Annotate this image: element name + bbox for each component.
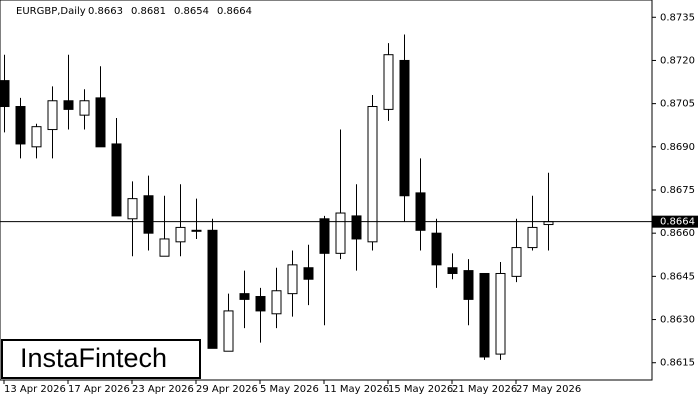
header-value: 0.8663 [88, 6, 123, 17]
candle-body [399, 59, 410, 197]
candle-body [511, 247, 522, 277]
last-price-label: 0.8664 [660, 217, 695, 228]
header-value: 0.8654 [174, 6, 209, 17]
candle-body [95, 97, 106, 148]
candle-body [207, 229, 218, 349]
candle-body [191, 229, 202, 232]
x-tick-label: 13 Apr 2026 [4, 384, 66, 395]
candle-body [431, 232, 442, 266]
candle-body [0, 80, 10, 108]
candle-body [463, 270, 474, 300]
candle-body [159, 238, 170, 257]
candle-body [383, 54, 394, 110]
x-tick-label: 23 Apr 2026 [132, 384, 194, 395]
y-tick-label: 0.8705 [660, 99, 695, 110]
candle-body [447, 267, 458, 274]
candle-body [47, 100, 58, 131]
candle-body [15, 106, 26, 145]
candle-body [79, 100, 90, 116]
candle-body [223, 310, 234, 352]
header-value: 0.8664 [217, 6, 252, 17]
plot-frame [0, 0, 653, 381]
y-tick-label: 0.8660 [660, 228, 695, 239]
y-tick-label: 0.8720 [660, 55, 695, 66]
candle-body [127, 198, 138, 220]
x-tick-label: 21 May 2026 [452, 384, 517, 395]
candle-body [527, 226, 538, 249]
header-value: 0.8681 [131, 6, 166, 17]
y-tick-label: 0.8615 [660, 358, 695, 369]
candle-body [319, 218, 330, 254]
watermark-box [1, 339, 201, 379]
x-tick-label: 29 Apr 2026 [196, 384, 258, 395]
candle-body [495, 272, 506, 355]
x-tick-label: 15 May 2026 [388, 384, 453, 395]
x-tick-label: 27 May 2026 [516, 384, 581, 395]
x-tick-label: 17 Apr 2026 [68, 384, 130, 395]
candle-body [415, 192, 426, 231]
candle-body [63, 100, 74, 110]
candle-body [351, 215, 362, 240]
candle-body [271, 290, 282, 315]
candle-body [335, 212, 346, 254]
candle-body [31, 126, 42, 148]
candle-body [287, 264, 298, 295]
y-tick-label: 0.8735 [660, 12, 695, 23]
last-price-box [652, 215, 698, 228]
y-tick-label: 0.8645 [660, 271, 695, 282]
candle-body [367, 106, 378, 243]
candle-body [143, 195, 154, 234]
candle-body [255, 296, 266, 312]
y-tick-label: 0.8675 [660, 185, 695, 196]
candle-body [479, 272, 490, 358]
candle-body [303, 267, 314, 280]
candle-body [175, 226, 186, 243]
chart-title: EURGBP,Daily [16, 6, 86, 17]
watermark: InstaFintech [20, 343, 167, 373]
y-tick-label: 0.8690 [660, 142, 695, 153]
y-tick-label: 0.8630 [660, 315, 695, 326]
candle-body [239, 293, 250, 300]
candle-body [111, 143, 122, 217]
x-tick-label: 5 May 2026 [260, 384, 319, 395]
x-tick-label: 11 May 2026 [324, 384, 389, 395]
